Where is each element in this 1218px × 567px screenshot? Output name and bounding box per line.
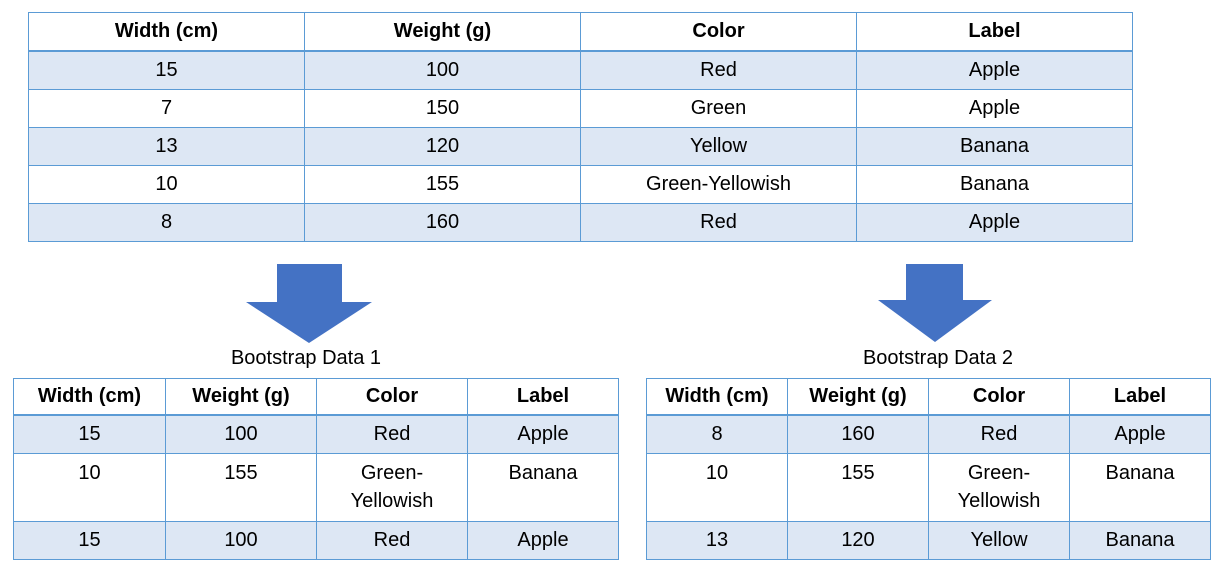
down-arrow-icon: [246, 264, 372, 343]
header-color: Color: [580, 12, 857, 52]
table-row: 8 160 Red Apple: [28, 203, 1133, 242]
cell-color-line-1: Green-: [360, 462, 424, 484]
header-width: Width (cm): [13, 378, 166, 416]
cell-label: Apple: [467, 414, 619, 454]
header-row: Width (cm) Weight (g) Color Label: [28, 12, 1133, 52]
cell-label: Apple: [467, 521, 619, 560]
cell-weight: 100: [165, 414, 317, 454]
cell-color-line-1: Green-: [967, 462, 1031, 484]
cell-label: Banana: [1069, 521, 1211, 560]
cell-width: 13: [646, 521, 788, 560]
cell-color: Red: [316, 521, 468, 560]
header-weight: Weight (g): [304, 12, 581, 52]
bootstrap-2-caption: Bootstrap Data 2: [862, 347, 1014, 369]
cell-width: 10: [646, 453, 788, 522]
header-label: Label: [467, 378, 619, 416]
bootstrap-1-caption: Bootstrap Data 1: [230, 347, 382, 369]
cell-color: Red: [928, 414, 1070, 454]
cell-color-line-2: Yellowish: [350, 490, 434, 512]
header-color: Color: [928, 378, 1070, 416]
cell-label: Apple: [1069, 414, 1211, 454]
cell-weight: 120: [304, 127, 581, 166]
cell-color: Green-Yellowish: [580, 165, 857, 204]
cell-color: Red: [580, 203, 857, 242]
cell-weight: 100: [165, 521, 317, 560]
cell-weight: 155: [787, 453, 929, 522]
cell-width: 10: [13, 453, 166, 522]
cell-color: Yellow: [928, 521, 1070, 560]
table-row: 13 120 Yellow Banana: [28, 127, 1133, 166]
cell-width: 8: [646, 414, 788, 454]
cell-weight: 160: [304, 203, 581, 242]
cell-label: Apple: [856, 89, 1133, 128]
table-row: 15 100 Red Apple: [13, 521, 619, 560]
cell-label: Banana: [1069, 453, 1211, 522]
cell-width: 8: [28, 203, 305, 242]
table-row: 15 100 Red Apple: [28, 50, 1133, 90]
table-row: 8 160 Red Apple: [646, 414, 1211, 454]
cell-label: Apple: [856, 50, 1133, 90]
cell-weight: 100: [304, 50, 581, 90]
cell-label: Banana: [467, 453, 619, 522]
cell-weight: 120: [787, 521, 929, 560]
header-label: Label: [856, 12, 1133, 52]
table-row: 13 120 Yellow Banana: [646, 521, 1211, 560]
down-arrow-icon: [878, 264, 992, 342]
down-arrow-shape: [246, 264, 372, 343]
cell-weight: 150: [304, 89, 581, 128]
table-row: 10 155 Green- Yellowish Banana: [646, 453, 1211, 522]
cell-color-line-2: Yellowish: [957, 490, 1041, 512]
original-data-table: Width (cm) Weight (g) Color Label 15 100…: [28, 12, 1133, 242]
cell-label: Apple: [856, 203, 1133, 242]
cell-label: Banana: [856, 165, 1133, 204]
header-row: Width (cm) Weight (g) Color Label: [13, 378, 619, 416]
header-weight: Weight (g): [787, 378, 929, 416]
cell-color: Green- Yellowish: [316, 453, 468, 522]
header-width: Width (cm): [28, 12, 305, 52]
cell-weight: 160: [787, 414, 929, 454]
cell-weight: 155: [304, 165, 581, 204]
cell-color: Green- Yellowish: [928, 453, 1070, 522]
table-row: 7 150 Green Apple: [28, 89, 1133, 128]
header-color: Color: [316, 378, 468, 416]
table-row: 15 100 Red Apple: [13, 414, 619, 454]
cell-color: Red: [316, 414, 468, 454]
table-row: 10 155 Green- Yellowish Banana: [13, 453, 619, 522]
cell-width: 15: [28, 50, 305, 90]
cell-color: Yellow: [580, 127, 857, 166]
bootstrap-1-table: Width (cm) Weight (g) Color Label 15 100…: [13, 378, 619, 560]
cell-width: 15: [13, 414, 166, 454]
bootstrap-2-table: Width (cm) Weight (g) Color Label 8 160 …: [646, 378, 1211, 560]
down-arrow-shape: [878, 264, 992, 342]
cell-width: 13: [28, 127, 305, 166]
table-row: 10 155 Green-Yellowish Banana: [28, 165, 1133, 204]
header-weight: Weight (g): [165, 378, 317, 416]
cell-color: Red: [580, 50, 857, 90]
cell-label: Banana: [856, 127, 1133, 166]
cell-width: 7: [28, 89, 305, 128]
cell-color: Green: [580, 89, 857, 128]
cell-weight: 155: [165, 453, 317, 522]
cell-width: 10: [28, 165, 305, 204]
cell-width: 15: [13, 521, 166, 560]
header-row: Width (cm) Weight (g) Color Label: [646, 378, 1211, 416]
header-label: Label: [1069, 378, 1211, 416]
header-width: Width (cm): [646, 378, 788, 416]
